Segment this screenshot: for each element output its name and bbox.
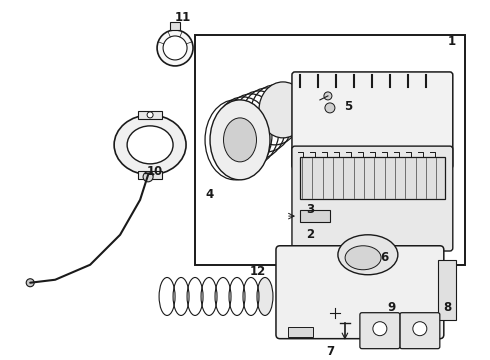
Text: 4: 4 <box>206 188 214 201</box>
FancyBboxPatch shape <box>292 72 453 168</box>
Text: 7: 7 <box>326 345 334 358</box>
Text: 5: 5 <box>344 100 352 113</box>
Bar <box>300 157 445 199</box>
FancyBboxPatch shape <box>360 313 400 349</box>
Circle shape <box>163 36 187 60</box>
FancyBboxPatch shape <box>400 313 440 349</box>
Circle shape <box>26 279 34 287</box>
Text: 8: 8 <box>443 301 452 314</box>
Circle shape <box>147 112 153 118</box>
Bar <box>170 22 180 30</box>
Ellipse shape <box>114 115 186 175</box>
Ellipse shape <box>257 278 273 315</box>
Bar <box>288 327 313 337</box>
Circle shape <box>324 92 332 100</box>
Text: 11: 11 <box>175 12 191 24</box>
Bar <box>195 35 465 265</box>
Ellipse shape <box>338 235 398 275</box>
Ellipse shape <box>210 100 270 180</box>
Bar <box>138 171 162 179</box>
Circle shape <box>413 322 427 336</box>
Bar <box>300 210 330 222</box>
FancyBboxPatch shape <box>292 146 453 251</box>
Text: 6: 6 <box>381 251 389 264</box>
FancyBboxPatch shape <box>276 246 444 339</box>
Text: 9: 9 <box>388 301 396 314</box>
Circle shape <box>157 30 193 66</box>
Ellipse shape <box>223 118 256 162</box>
Text: 12: 12 <box>250 265 266 278</box>
Ellipse shape <box>259 82 307 138</box>
Circle shape <box>147 172 153 178</box>
Text: 3: 3 <box>306 203 314 216</box>
Ellipse shape <box>345 246 381 270</box>
Text: 10: 10 <box>147 165 163 178</box>
Circle shape <box>143 172 153 182</box>
Bar <box>138 111 162 119</box>
Text: 2: 2 <box>306 228 314 241</box>
Ellipse shape <box>127 126 173 164</box>
Circle shape <box>325 103 335 113</box>
Text: 1: 1 <box>448 36 456 49</box>
Circle shape <box>373 322 387 336</box>
Bar <box>438 260 456 320</box>
